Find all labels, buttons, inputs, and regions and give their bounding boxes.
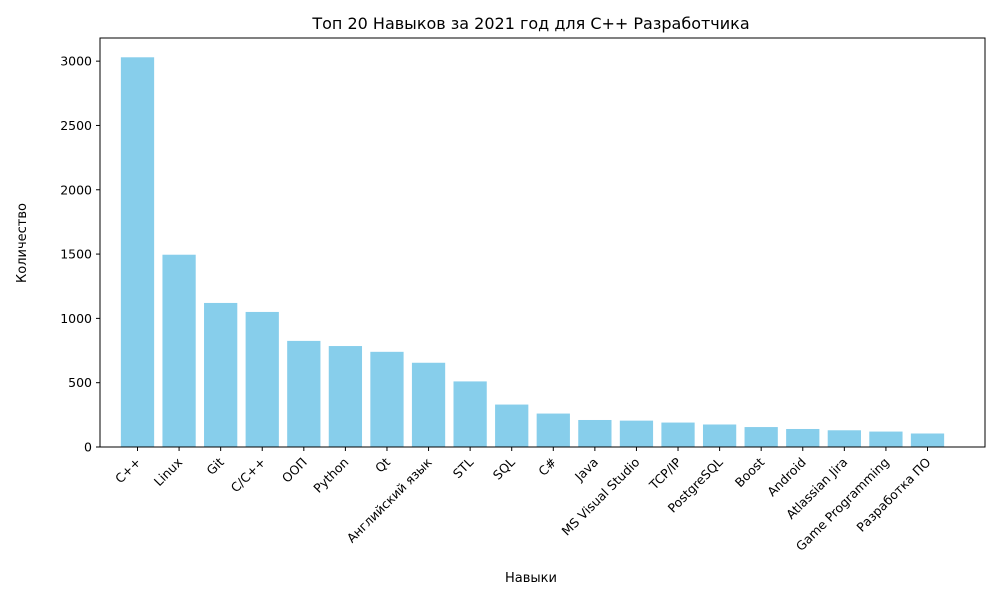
- x-tick-label-19: Разработка ПО: [853, 454, 933, 534]
- bar-13: [661, 422, 695, 447]
- bar-8: [453, 381, 487, 447]
- bar-1: [162, 254, 196, 447]
- bar-15: [744, 427, 778, 447]
- x-tick-label-3: C/C++: [228, 455, 269, 496]
- x-tick-label-10: C#: [535, 455, 559, 479]
- x-tick-label-11: Java: [571, 455, 601, 485]
- bar-0: [120, 57, 155, 447]
- x-tick-label-4: ООП: [279, 455, 310, 486]
- bar-10: [536, 413, 570, 447]
- y-tick-label-2: 1000: [60, 311, 92, 326]
- bar-11: [578, 419, 612, 447]
- x-tick-label-8: STL: [450, 454, 477, 481]
- bars-group: [120, 57, 945, 447]
- bar-16: [786, 428, 820, 447]
- y-tick-label-6: 3000: [60, 54, 92, 69]
- plot-frame: [99, 37, 986, 448]
- y-axis: 0 500 1000 1500 2000 2500 3000: [60, 54, 100, 455]
- x-tick-label-15: Boost: [732, 454, 768, 490]
- x-tick-label-5: Python: [310, 455, 351, 496]
- bar-6: [370, 351, 404, 447]
- bar-4: [287, 340, 321, 447]
- bar-18: [869, 431, 903, 447]
- bar-12: [619, 420, 654, 447]
- bar-9: [495, 404, 529, 447]
- x-tick-label-12: MS Visual Studio: [559, 455, 643, 539]
- bar-14: [702, 424, 737, 447]
- x-tick-label-9: SQL: [490, 454, 518, 482]
- x-tick-label-1: Linux: [151, 455, 185, 489]
- x-tick-label-0: C++: [112, 455, 144, 487]
- bar-2: [204, 302, 238, 447]
- y-tick-label-1: 500: [68, 375, 92, 390]
- y-tick-label-4: 2000: [60, 182, 92, 197]
- x-tick-label-2: Git: [203, 454, 226, 477]
- bar-5: [328, 346, 363, 447]
- bar-19: [910, 433, 945, 447]
- x-tick-label-6: Qt: [372, 454, 393, 475]
- bar-17: [827, 430, 861, 447]
- y-tick-label-0: 0: [84, 440, 92, 455]
- y-tick-label-5: 2500: [60, 118, 92, 133]
- x-axis-label: Навыки: [505, 571, 557, 586]
- bar-3: [245, 311, 279, 447]
- bar-7: [411, 362, 446, 447]
- y-tick-label-3: 1500: [60, 247, 92, 262]
- x-tick-label-13: TCP/IP: [646, 454, 685, 493]
- y-axis-label: Количество: [15, 203, 30, 283]
- chart-title: Топ 20 Навыков за 2021 год для C++ Разра…: [311, 14, 749, 33]
